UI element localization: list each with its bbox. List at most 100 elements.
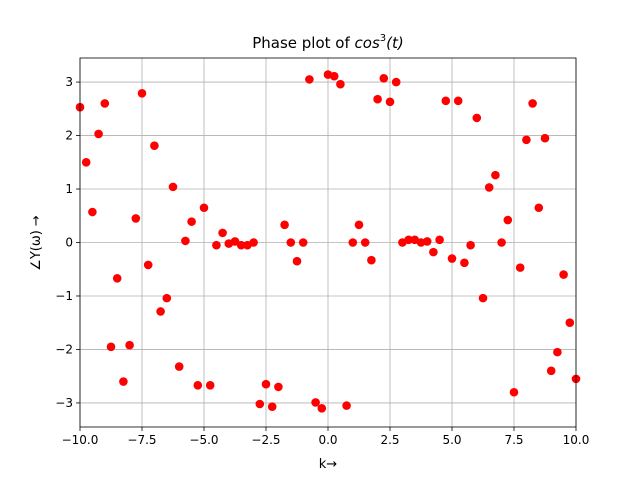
data-point (422, 237, 432, 246)
chart-title-math-sup: 3 (380, 33, 386, 44)
data-point (497, 238, 506, 247)
data-point (212, 240, 221, 250)
data-point (199, 203, 209, 213)
data-point (230, 237, 240, 246)
data-point (509, 387, 519, 397)
data-point (131, 214, 141, 223)
data-point (534, 203, 544, 213)
data-point (119, 377, 128, 386)
data-point (348, 238, 358, 247)
chart-title-math-base: cos (355, 34, 380, 52)
data-point (478, 293, 488, 303)
data-point (515, 263, 525, 272)
data-point (460, 258, 469, 268)
x-axis-label: k→ (319, 457, 338, 472)
data-point (435, 235, 444, 245)
data-point (187, 217, 196, 226)
data-point (174, 362, 184, 371)
y-tick-label: −1 (55, 289, 73, 303)
data-point (298, 238, 308, 247)
data-point (236, 240, 246, 250)
chart-title-prefix: Phase plot of (252, 34, 354, 52)
data-point (249, 238, 258, 247)
data-point (267, 402, 277, 411)
data-point (491, 170, 500, 180)
data-point (292, 256, 302, 266)
data-point (379, 74, 389, 83)
data-point (88, 207, 97, 217)
data-point (317, 403, 327, 413)
data-point (106, 342, 116, 352)
y-axis-label: ∠Y(ω) → (29, 215, 44, 271)
data-point (503, 215, 513, 225)
data-point (472, 113, 482, 123)
data-point (150, 141, 159, 151)
data-point (100, 99, 110, 108)
y-tick-label: 1 (65, 182, 73, 196)
y-axis-ticks: −3 −2 −1 0 1 2 3 (55, 75, 80, 410)
data-point (367, 255, 376, 265)
y-tick-label: 0 (65, 236, 73, 250)
data-point (261, 379, 271, 389)
data-point (94, 129, 103, 139)
data-point (255, 399, 265, 409)
data-point (137, 88, 147, 98)
data-point (336, 79, 345, 89)
data-point (373, 94, 382, 104)
data-point (484, 183, 494, 192)
data-point (528, 99, 537, 108)
data-point (156, 307, 165, 316)
data-point (354, 220, 364, 230)
x-tick-label: 7.5 (504, 433, 523, 447)
data-point (143, 260, 153, 270)
x-tick-label: −10.0 (62, 433, 99, 447)
data-point (125, 340, 134, 350)
x-tick-label: 5.0 (442, 433, 461, 447)
x-tick-label: 0.0 (318, 433, 337, 447)
data-points (75, 70, 581, 413)
data-point (553, 347, 562, 357)
data-point (559, 270, 568, 279)
data-point (546, 366, 556, 376)
data-point (404, 235, 413, 245)
data-point (286, 238, 296, 247)
y-tick-label: 3 (65, 75, 73, 89)
data-point (162, 293, 172, 303)
data-point (447, 254, 457, 263)
x-axis-ticks: −10.0 −7.5 −5.0 −2.5 0.0 2.5 5.0 7.5 10.0 (62, 427, 590, 447)
data-point (441, 96, 451, 106)
data-point (81, 157, 91, 167)
data-point (453, 96, 463, 106)
data-point (311, 398, 320, 407)
data-point (305, 75, 314, 84)
data-point (218, 228, 227, 238)
data-point (391, 77, 401, 87)
data-point (280, 220, 289, 230)
x-tick-label: 2.5 (380, 433, 399, 447)
x-tick-label: −2.5 (251, 433, 280, 447)
data-point (274, 382, 283, 392)
x-tick-label: 10.0 (563, 433, 590, 447)
data-point (112, 274, 122, 283)
data-point (360, 238, 370, 247)
x-tick-label: −7.5 (127, 433, 156, 447)
data-point (205, 380, 215, 390)
data-point (181, 236, 190, 246)
data-point (466, 240, 475, 250)
data-point (329, 71, 339, 81)
x-tick-label: −5.0 (189, 433, 218, 447)
y-tick-label: −2 (55, 342, 73, 356)
data-point (385, 97, 395, 107)
y-tick-label: 2 (65, 129, 73, 143)
data-point (565, 318, 575, 328)
data-point (168, 182, 178, 192)
data-point (342, 401, 351, 410)
data-point (522, 135, 531, 145)
chart-title: Phase plot of cos3(t) (252, 33, 404, 52)
data-point (540, 133, 550, 143)
chart-title-math-arg: (t) (386, 34, 404, 52)
y-tick-label: −3 (55, 396, 73, 410)
data-point (193, 380, 203, 390)
